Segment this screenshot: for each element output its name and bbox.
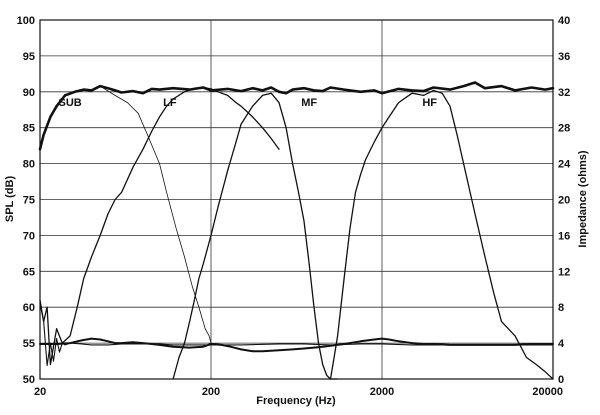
y-tick-label: 75: [23, 195, 35, 207]
spl-curve-3: [172, 92, 339, 380]
plot-frame: [39, 19, 554, 380]
y-tick-label: 90: [23, 87, 35, 99]
y2-tick-label: 40: [558, 15, 570, 27]
y-tick-label: 50: [23, 374, 35, 386]
band-label-hf: HF: [422, 97, 437, 109]
spl-curve-4: [329, 89, 554, 380]
spl-curve-2: [39, 86, 280, 366]
label-layer: 50 55 60 65 70 75 80 85 90 95 100 0 4 8 12 16 20 24 28 32 36…: [17, 15, 571, 398]
y2-tick-label: 24: [558, 159, 571, 171]
y2-tick-label: 4: [558, 338, 565, 350]
y-tick-label: 70: [23, 230, 35, 242]
y-axis-title: SPL (dB): [4, 176, 16, 223]
y-tick-label: 85: [23, 123, 35, 135]
y2-tick-label: 0: [558, 374, 564, 386]
y2-tick-label: 28: [558, 123, 570, 135]
y-tick-label: 100: [17, 15, 35, 27]
spl-curve-0: [38, 81, 555, 151]
y-tick-label: 80: [23, 159, 35, 171]
x-tick-label: 2000: [370, 386, 394, 398]
y-tick-label: 95: [23, 51, 35, 63]
grid-layer: [39, 19, 554, 380]
x-tick-label: 20000: [532, 386, 563, 398]
y-tick-label: 65: [23, 266, 35, 278]
y2-tick-label: 36: [558, 51, 570, 63]
y-tick-label: 60: [23, 302, 35, 314]
impedance-curve-6: [39, 303, 554, 367]
spl-curve-1: [99, 85, 212, 344]
y2-tick-label: 20: [558, 195, 570, 207]
band-label-sub: SUB: [58, 97, 81, 109]
curve-layer: [38, 81, 555, 380]
y2-axis-title: Impedance (ohms): [577, 150, 589, 248]
x-axis-title: Frequency (Hz): [256, 395, 336, 407]
x-tick-label: 200: [202, 386, 220, 398]
band-label-lf: LF: [163, 97, 177, 109]
y2-tick-label: 32: [558, 87, 570, 99]
y-tick-label: 55: [23, 338, 35, 350]
y2-tick-label: 16: [558, 230, 570, 242]
x-tick-label: 20: [34, 386, 46, 398]
band-label-mf: MF: [301, 97, 317, 109]
y2-tick-label: 12: [558, 266, 570, 278]
y2-tick-label: 8: [558, 302, 564, 314]
